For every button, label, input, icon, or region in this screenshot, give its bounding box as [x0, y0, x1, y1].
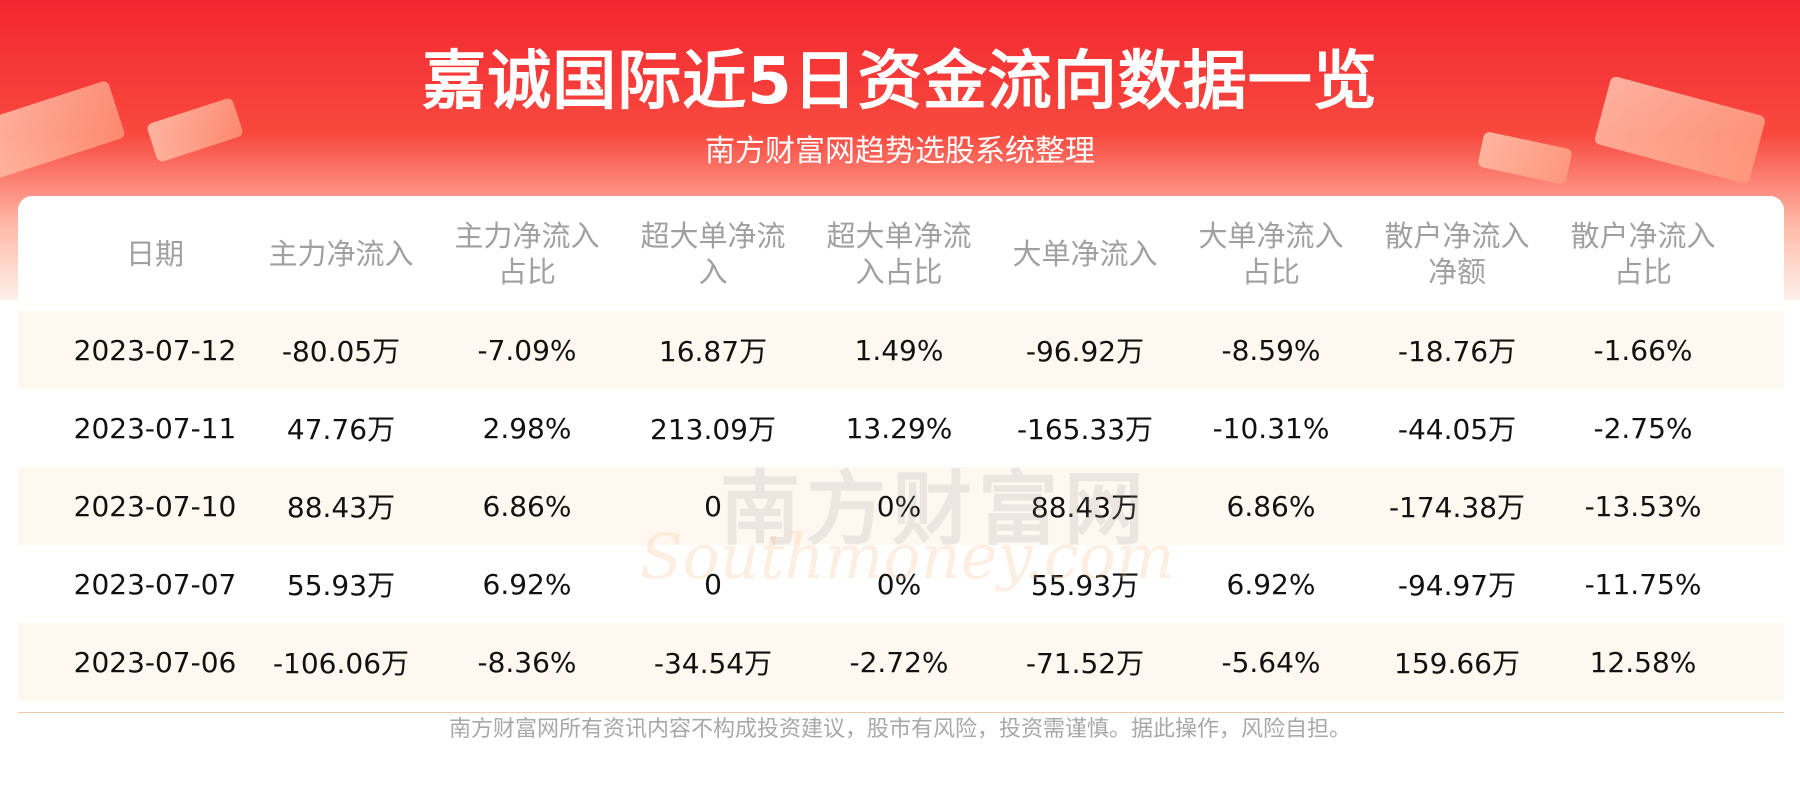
- table-cell: 6.86%: [1226, 489, 1316, 523]
- table-cell: 2.98%: [482, 411, 572, 445]
- table-cell: 159.66万: [1394, 647, 1520, 680]
- table-cell: 1.49%: [854, 333, 944, 367]
- watermark: 南方财富网: [720, 463, 1150, 556]
- table-cell: 2023-07-10: [73, 489, 237, 523]
- column-header: 超大单净流入占比: [826, 218, 972, 289]
- header-row: 日期 主力净流入 主力净流入占比 超大单净流入 超大单净流入占比 大单净流入 大单净流入占比…: [18, 196, 1784, 311]
- column-header: 主力净流入占比: [454, 218, 600, 289]
- divider: [18, 712, 1784, 713]
- table-cell: -34.54万: [653, 647, 773, 680]
- subtitle: 南方财富网趋势选股系统整理: [705, 134, 1095, 169]
- table-cell: -165.33万: [1016, 413, 1154, 446]
- table-cell: -2.75%: [1593, 411, 1693, 445]
- table-cell: -94.97万: [1397, 569, 1517, 602]
- table-cell: 2023-07-06: [73, 645, 237, 679]
- table-cell: -8.59%: [1221, 333, 1321, 367]
- column-header: 散户净流入占比: [1570, 218, 1716, 289]
- table-cell: 2023-07-07: [73, 567, 237, 601]
- title: 嘉诚国际近5日资金流向数据一览: [422, 45, 1378, 119]
- table-cell: 47.76万: [286, 413, 396, 446]
- table-cell: 6.92%: [482, 567, 572, 601]
- table-cell: 88.43万: [286, 491, 396, 524]
- column-header: 日期: [125, 236, 184, 271]
- table-cell: 213.09万: [650, 413, 776, 446]
- table-cell: 55.93万: [286, 569, 396, 602]
- column-header: 主力净流入: [268, 236, 414, 271]
- table-cell: -1.66%: [1593, 333, 1693, 367]
- table-cell: -96.92万: [1025, 335, 1145, 368]
- table-cell: -174.38万: [1388, 491, 1526, 524]
- table-cell: 0: [704, 489, 722, 523]
- table-cell: -13.53%: [1584, 489, 1702, 523]
- table-cell: -8.36%: [477, 645, 577, 679]
- column-header: 散户净流入净额: [1384, 218, 1530, 289]
- column-header: 大单净流入: [1012, 236, 1158, 271]
- table-cell: 6.92%: [1226, 567, 1316, 601]
- table-cell: -10.31%: [1212, 411, 1330, 445]
- table-cell: -106.06万: [272, 647, 410, 680]
- table-cell: -2.72%: [849, 645, 949, 679]
- table-cell: 55.93万: [1030, 569, 1140, 602]
- table-cell: -80.05万: [281, 335, 401, 368]
- table-cell: 6.86%: [482, 489, 572, 523]
- column-header: 大单净流入占比: [1198, 218, 1344, 289]
- table-cell: -7.09%: [477, 333, 577, 367]
- table-row: 2023-07-10 88.43万 6.86% 0 0% 88.43万 6.86% -174.…: [18, 467, 1784, 545]
- table-row: 2023-07-06 -106.06万 -8.36% -34.54万 -2.72% -71…: [18, 623, 1784, 701]
- table-row: 2023-07-07 55.93万 6.92% 0 0% 55.93万 6.92% -94.9…: [18, 545, 1784, 623]
- table-cell: 0%: [876, 567, 922, 601]
- table-cell: -71.52万: [1025, 647, 1145, 680]
- table-cell: -18.76万: [1397, 335, 1517, 368]
- table-cell: 12.58%: [1589, 645, 1697, 679]
- table-cell: 88.43万: [1030, 491, 1140, 524]
- table-row: 2023-07-11 47.76万 2.98% 213.09万 13.29% -165.3…: [18, 389, 1784, 467]
- table-cell: -44.05万: [1397, 413, 1517, 446]
- table-cell: 2023-07-12: [73, 333, 237, 367]
- table-cell: -5.64%: [1221, 645, 1321, 679]
- table-cell: 0%: [876, 489, 922, 523]
- disclaimer: 南方财富网所有资讯内容不构成投资建议，股市有风险，投资需谨慎。据此操作，风险自担…: [448, 717, 1351, 742]
- watermark: Southmoney.com: [640, 520, 1175, 593]
- table-cell: -11.75%: [1584, 567, 1702, 601]
- table-cell: 0: [704, 567, 722, 601]
- column-header: 超大单净流入: [640, 218, 786, 289]
- table-row: 2023-07-12 -80.05万 -7.09% 16.87万 1.49% -96.92…: [18, 311, 1784, 389]
- table-cell: 13.29%: [845, 411, 953, 445]
- table-cell: 16.87万: [658, 335, 768, 368]
- table-cell: 2023-07-11: [73, 411, 237, 445]
